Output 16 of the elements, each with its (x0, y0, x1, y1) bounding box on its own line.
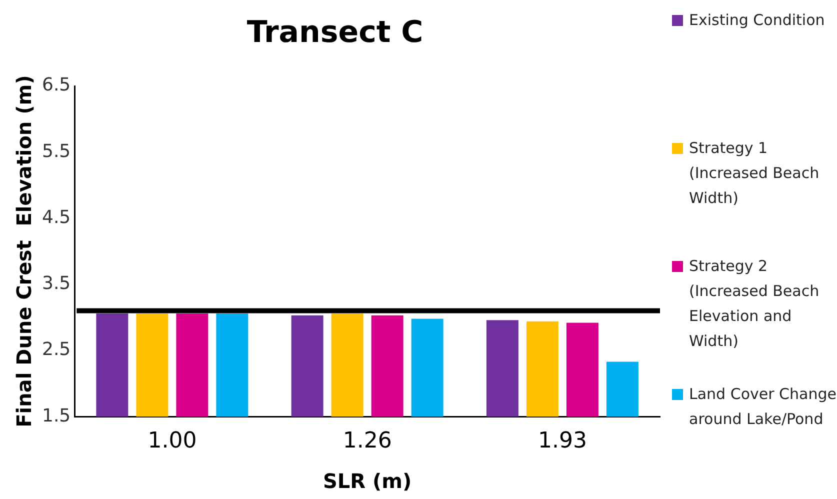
y-tick-label: 3.5 (42, 273, 71, 294)
x-tick-label: 1.00 (148, 428, 197, 454)
x-tick-label: 1.26 (342, 428, 392, 454)
y-tick-label: 2.5 (42, 339, 71, 360)
x-tick-label: 1.93 (538, 428, 587, 454)
legend-label: Strategy 1 (Increased Beach Width) (689, 138, 820, 209)
legend-label: Land Cover Change around Lake/Pond (689, 384, 837, 430)
x-axis-title: SLR (m) (322, 469, 412, 494)
legend-label: Existing Condition (689, 10, 825, 31)
y-tick-label: 5.5 (42, 140, 71, 162)
chart-title: Transect C (246, 14, 424, 50)
y-axis-title: Final Dune Crest Elevation (m) (12, 75, 36, 428)
y-tick-label: 6.5 (42, 74, 71, 96)
y-tick-label: 4.5 (42, 206, 71, 228)
y-tick-label: 1.5 (42, 405, 71, 426)
legend-label: Strategy 2 (Increased Beach Elevation and Width) (689, 256, 820, 352)
